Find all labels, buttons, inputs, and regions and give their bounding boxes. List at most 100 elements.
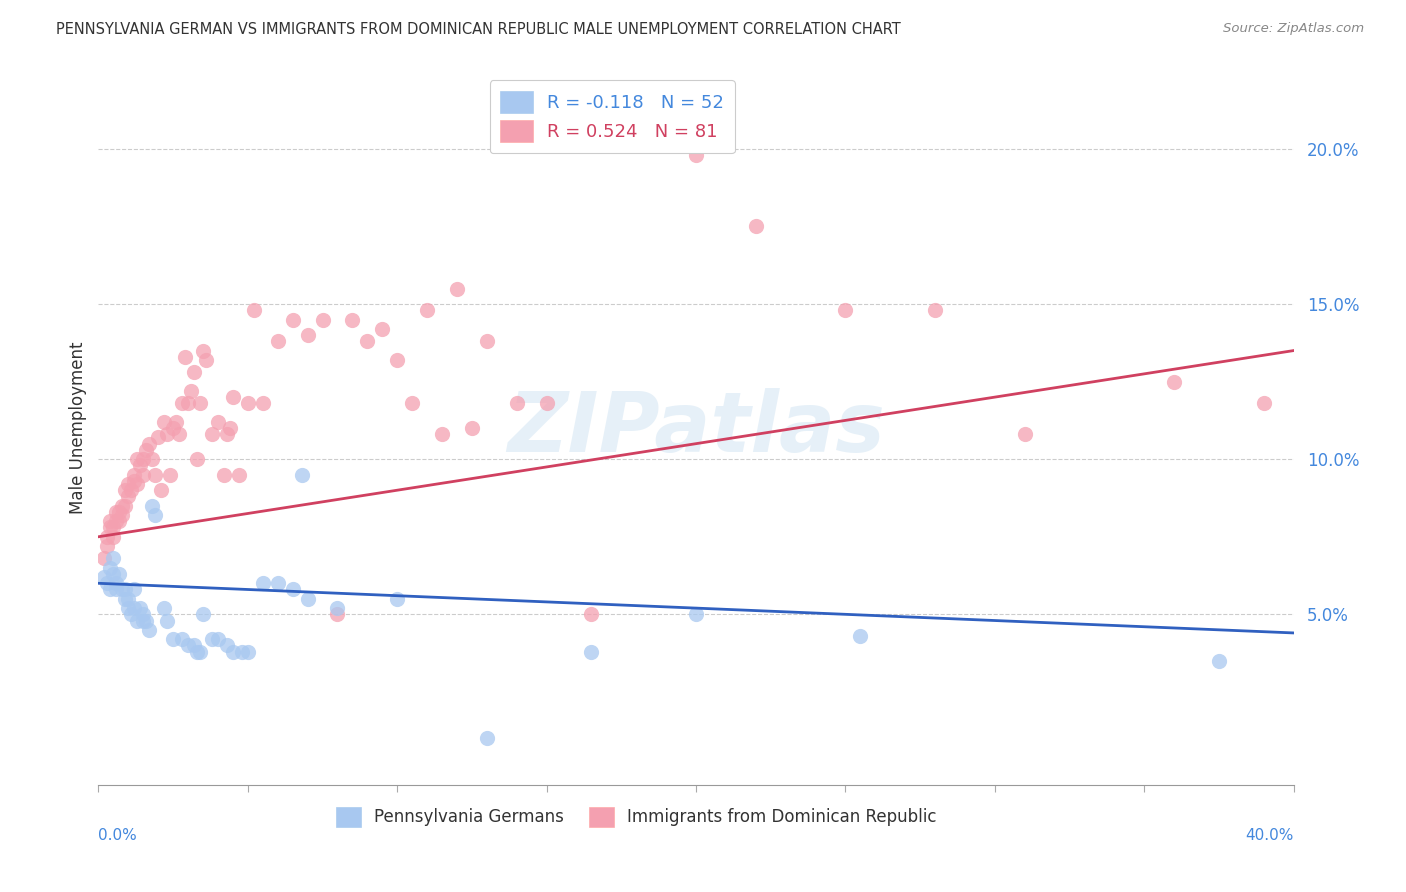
Point <box>111 508 134 522</box>
Text: PENNSYLVANIA GERMAN VS IMMIGRANTS FROM DOMINICAN REPUBLIC MALE UNEMPLOYMENT CORR: PENNSYLVANIA GERMAN VS IMMIGRANTS FROM D… <box>56 22 901 37</box>
Point <box>326 607 349 622</box>
Point <box>165 415 187 429</box>
Point <box>212 467 235 482</box>
Point <box>138 623 160 637</box>
Point <box>1163 375 1185 389</box>
Point <box>188 396 211 410</box>
Point <box>103 551 125 566</box>
Point <box>103 520 125 534</box>
Point <box>93 570 115 584</box>
Point <box>124 582 146 597</box>
Point <box>581 644 603 658</box>
Point <box>96 539 118 553</box>
Point <box>326 601 349 615</box>
Point <box>267 334 290 349</box>
Point <box>745 219 768 234</box>
Point <box>98 514 122 528</box>
Point <box>108 566 131 581</box>
Point <box>506 396 529 410</box>
Point <box>195 352 218 367</box>
Point <box>103 566 125 581</box>
Point <box>150 483 173 498</box>
Point <box>138 436 160 450</box>
Point <box>281 582 304 597</box>
Point <box>685 148 707 162</box>
Point <box>231 644 253 658</box>
Point <box>98 520 122 534</box>
Point <box>401 396 423 410</box>
Point <box>1208 654 1230 668</box>
Point <box>98 582 122 597</box>
Point <box>188 644 211 658</box>
Point <box>297 591 319 606</box>
Y-axis label: Male Unemployment: Male Unemployment <box>69 342 87 515</box>
Point <box>222 644 245 658</box>
Point <box>236 644 259 658</box>
Point <box>685 607 707 622</box>
Point <box>153 415 176 429</box>
Point <box>143 467 166 482</box>
Point <box>114 591 136 606</box>
Point <box>581 607 603 622</box>
Point <box>180 384 202 398</box>
Point <box>132 614 155 628</box>
Point <box>186 452 208 467</box>
Point <box>243 303 266 318</box>
Point <box>124 467 146 482</box>
Point <box>191 607 214 622</box>
Point <box>849 629 872 643</box>
Point <box>96 530 118 544</box>
Point <box>475 731 498 746</box>
Point <box>111 499 134 513</box>
Point <box>93 551 115 566</box>
Point <box>105 514 128 528</box>
Point <box>371 322 394 336</box>
Point <box>127 452 149 467</box>
Point <box>222 390 245 404</box>
Point <box>105 505 128 519</box>
Point <box>461 421 484 435</box>
Point <box>141 499 163 513</box>
Point <box>156 614 179 628</box>
Point <box>143 508 166 522</box>
Point <box>1014 427 1036 442</box>
Point <box>135 614 157 628</box>
Point <box>924 303 946 318</box>
Text: 40.0%: 40.0% <box>1246 828 1294 843</box>
Point <box>135 442 157 457</box>
Point <box>281 312 304 326</box>
Point <box>148 430 170 444</box>
Point <box>124 474 146 488</box>
Point <box>162 632 184 647</box>
Point <box>96 576 118 591</box>
Point <box>177 396 200 410</box>
Point <box>159 467 181 482</box>
Point <box>117 601 139 615</box>
Point <box>127 614 149 628</box>
Point <box>446 281 468 295</box>
Point <box>172 396 194 410</box>
Point <box>153 601 176 615</box>
Point <box>117 591 139 606</box>
Point <box>252 396 274 410</box>
Point <box>129 458 152 473</box>
Point <box>172 632 194 647</box>
Point <box>124 601 146 615</box>
Point <box>183 365 205 379</box>
Point <box>105 576 128 591</box>
Point <box>167 427 190 442</box>
Point <box>177 638 200 652</box>
Point <box>207 632 229 647</box>
Point <box>207 415 229 429</box>
Point <box>536 396 558 410</box>
Point <box>132 467 155 482</box>
Point <box>297 328 319 343</box>
Point <box>162 421 184 435</box>
Point <box>105 582 128 597</box>
Point <box>1253 396 1275 410</box>
Point <box>385 591 409 606</box>
Point <box>120 607 142 622</box>
Point <box>201 427 224 442</box>
Point <box>186 644 208 658</box>
Point <box>228 467 250 482</box>
